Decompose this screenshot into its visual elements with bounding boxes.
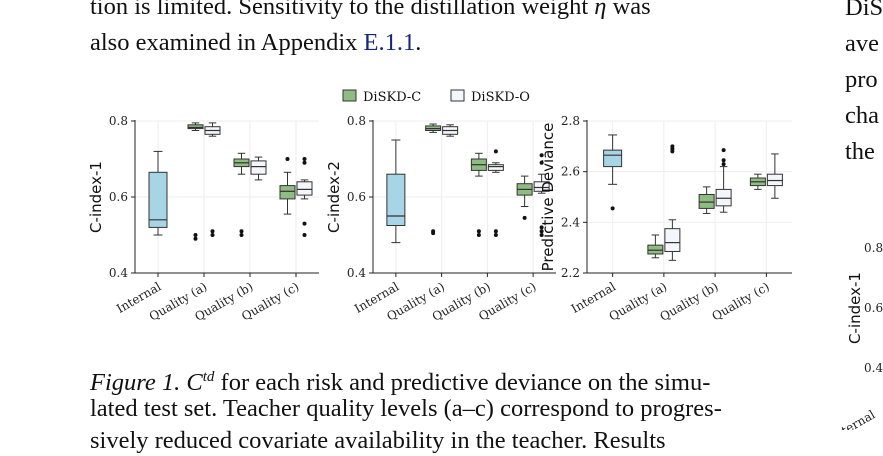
panel-3-ytick-label: 2.6 xyxy=(561,165,580,179)
panel-1-diskd-c-q3-box xyxy=(279,185,296,200)
legend-swatch-diskd-c xyxy=(342,89,357,102)
panel-3-diskd-c-q1-box xyxy=(647,244,664,255)
eta-symbol: η xyxy=(594,0,607,20)
panel-3-diskd-o-q2-box xyxy=(715,188,732,207)
panel-2-diskd-o-q2-outlier xyxy=(493,149,498,154)
panel-2-ylabel: C-index-2 xyxy=(325,161,343,233)
right-column-line-4: cha xyxy=(845,102,879,129)
panel-2-ytick-label: 0.6 xyxy=(347,190,366,204)
caption-line-2: lated test set. Teacher quality levels (… xyxy=(90,395,722,422)
panel-1-diskd-c-q1-box xyxy=(187,124,204,130)
panel-4-ytick-label: 0.8 xyxy=(864,241,883,255)
panel-2-diskd-c-q2-outlier xyxy=(476,229,481,234)
panel-1-internal-box xyxy=(148,171,168,228)
panel-3-ytick-label: 2.8 xyxy=(561,114,580,128)
panel-3-diskd-o-q2-outlier xyxy=(721,158,726,163)
panel-2-diskd-o-q3-outlier xyxy=(539,233,544,237)
right-column-line-1: DiS xyxy=(845,0,883,21)
panel-3-diskd-o-q2-outlier xyxy=(721,148,726,153)
panel-3-ytick-label: 2.2 xyxy=(561,266,580,280)
caption-line-3: sively reduced covariate availability in… xyxy=(90,427,666,454)
panel-1-diskd-o-q3-outlier xyxy=(302,221,307,226)
right-column-line-3: pro xyxy=(845,66,878,93)
panel-1-ytick-label: 0.4 xyxy=(109,266,128,280)
panel-3-ytick-label: 2.4 xyxy=(561,215,580,229)
panel-2-diskd-c-q1-outlier xyxy=(431,231,436,236)
panel-4-xtick-label: Internal xyxy=(828,407,877,430)
panel-2-diskd-o-q3-outlier xyxy=(539,229,544,234)
legend-label-diskd-o: DiSKD-O xyxy=(471,90,530,105)
panel-1-diskd-o-q3-outlier xyxy=(302,160,307,165)
panel-2-diskd-o-q3-outlier xyxy=(539,225,544,230)
panel-2-ytick-label: 0.4 xyxy=(347,266,366,280)
panel-3-xtick-label: Quality (c) xyxy=(710,279,772,323)
panel-2-diskd-o-q3-outlier xyxy=(539,153,544,158)
panel-1-diskd-c-q2-outlier xyxy=(239,233,244,237)
panel-1-diskd-o-q1-outlier xyxy=(210,229,215,234)
panel-1-diskd-c-q1-outlier xyxy=(193,236,198,241)
caption-label: Figure 1. xyxy=(90,369,181,397)
caption-line-1: Figure 1. Ctd for each risk and predicti… xyxy=(90,369,711,397)
panel-1-ylabel: C-index-1 xyxy=(87,161,105,233)
panel-2-diskd-o-q3-outlier xyxy=(539,160,544,165)
panel-1-diskd-o-q3-box xyxy=(296,181,313,196)
panel-3-internal-box xyxy=(603,149,623,168)
caption-math: Ctd xyxy=(186,369,215,397)
panel-3-diskd-o-q1-outlier xyxy=(670,149,675,154)
panel-3-diskd-o-q3-box xyxy=(766,173,783,187)
legend-label-diskd-c: DiSKD-C xyxy=(363,90,421,105)
panel-2-diskd-o-q2-box xyxy=(487,164,504,171)
panel-4-ylabel: C-index-1 xyxy=(846,272,864,344)
panel-1-ytick-label: 0.8 xyxy=(109,114,128,128)
appendix-link[interactable]: E.1.1 xyxy=(363,29,416,56)
panel-3-diskd-o-q1-box xyxy=(664,228,681,252)
panel-1-diskd-o-q3-outlier xyxy=(302,157,307,161)
figure-1-boxplots: DiSKD-C DiSKD-O 0.4 0.6 0.8 C-index-1 Internal… xyxy=(87,89,883,430)
panel-2-diskd-c-q2-outlier xyxy=(476,233,481,237)
panel-2-diskd-o-q2-outlier xyxy=(493,233,498,237)
panel-1-diskd-c-q1-outlier xyxy=(193,233,198,237)
panel-2-internal-box xyxy=(386,173,406,226)
panel-3-xtick-label: Quality (b) xyxy=(657,279,720,324)
panel-1-diskd-c-q2-outlier xyxy=(239,229,244,234)
panel-1-diskd-o-q2-box xyxy=(250,160,267,175)
panel-2-diskd-o-q2-outlier xyxy=(493,229,498,234)
legend-swatch-diskd-o xyxy=(450,89,465,102)
right-column-line-5: the xyxy=(845,138,875,165)
panel-1-diskd-c-q3-outlier xyxy=(285,157,290,161)
panel-2-ytick-label: 0.8 xyxy=(347,114,366,128)
panel-4-ytick-label: 0.6 xyxy=(864,301,883,315)
body-text-line-2: also examined in Appendix E.1.1. xyxy=(90,29,422,56)
panel-3-diskd-c-q2-box xyxy=(698,193,715,209)
panel-3-diskd-o-q2-outlier xyxy=(721,162,726,167)
panel-1-diskd-o-q1-outlier xyxy=(210,233,215,237)
right-column-line-2: ave xyxy=(845,30,879,57)
panel-4-ytick-label: 0.4 xyxy=(864,361,883,375)
body-text-line-1: tion is limited. Sensitivity to the dist… xyxy=(90,0,651,22)
panel-1-diskd-o-q3-outlier xyxy=(302,233,307,237)
panel-2-diskd-o-q3-box xyxy=(533,181,550,192)
panel-1-ytick-label: 0.6 xyxy=(109,190,128,204)
panel-2-diskd-c-q3-outlier xyxy=(522,215,527,220)
panel-3-internal-outlier xyxy=(610,206,615,211)
panel-3-ylabel: Predictive Deviance xyxy=(539,123,557,272)
